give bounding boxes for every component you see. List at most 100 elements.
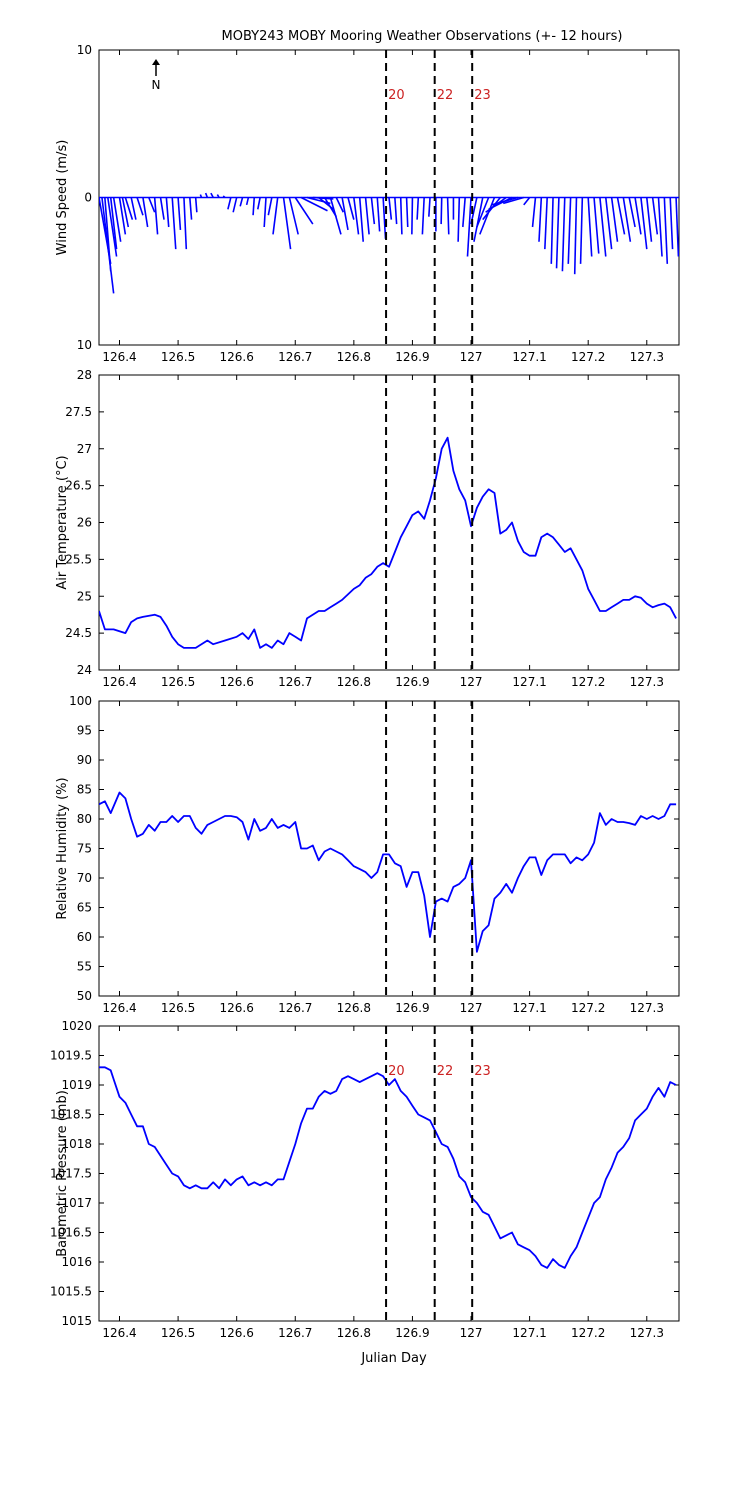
wind-vector [358, 197, 365, 242]
wind-vector [256, 197, 261, 210]
panel-pressure: 126.4 126.5 126.6 126.7 126.8 126.9 127 127.1 12… [50, 1019, 680, 1340]
wind-vector [388, 197, 393, 220]
wind-vector [599, 197, 607, 257]
event-marker-label: 23 [474, 88, 491, 103]
x-tick-label: 126.4 [102, 675, 136, 689]
x-tick-label: 126.7 [278, 675, 312, 689]
wind-vector [446, 197, 450, 235]
x-tick-label: 127.1 [512, 1326, 546, 1340]
wind-vector [300, 196, 328, 212]
y-tick-label: 100 [69, 694, 92, 708]
wind-vector [204, 192, 209, 198]
y-tick-label: 50 [77, 989, 92, 1003]
x-tick-label: 127.1 [512, 675, 546, 689]
x-tick-label: 127.1 [512, 1001, 546, 1015]
y-tick-label: 24 [77, 663, 92, 677]
wind-vector [347, 197, 355, 220]
y-tick-label: 24.5 [65, 626, 92, 640]
wind-vector [312, 196, 334, 200]
wind-vector [183, 197, 188, 250]
x-tick-label: 127.2 [571, 675, 605, 689]
x-tick-label: 127 [460, 1326, 483, 1340]
wind-vector [267, 197, 273, 216]
chart-title: MOBY243 MOBY Mooring Weather Observation… [222, 29, 623, 44]
x-tick-label: 127.3 [630, 675, 664, 689]
wind-vector [171, 197, 177, 250]
y-tick-label: 1019.5 [50, 1049, 92, 1063]
x-tick-label: 126.8 [337, 350, 371, 364]
wind-vector [579, 197, 584, 264]
x-tick-label: 126.9 [395, 1326, 429, 1340]
wind-vector [222, 195, 226, 199]
wind-vector [121, 197, 130, 228]
y-tick-label: 55 [77, 960, 92, 974]
wind-vector [124, 197, 134, 220]
y-tick-label: 10 [77, 338, 92, 352]
pressure-series-line [99, 1066, 677, 1269]
wind-vector [491, 196, 519, 206]
x-tick-label: 127.3 [630, 1326, 664, 1340]
humidity-series-line [99, 791, 677, 953]
air_temp-y-axis-label: Air Temperature (°C) [55, 455, 70, 589]
wind-vector [550, 197, 554, 264]
wind-vector [294, 197, 314, 225]
wind-vector [165, 197, 170, 228]
wind-vector [555, 197, 560, 269]
y-tick-label: 25.5 [65, 552, 92, 566]
wind-vector [112, 197, 122, 242]
wind-vector [210, 192, 214, 198]
y-tick-label: 10 [77, 43, 92, 57]
wind-vector [382, 197, 387, 239]
wind-vector [610, 197, 619, 242]
x-tick-label: 126.9 [395, 1001, 429, 1015]
wind-vector [101, 197, 115, 294]
wind-vector [329, 197, 342, 235]
pressure-y-axis-label: Barometric Pressure (mb) [55, 1090, 70, 1257]
y-tick-label: 27 [77, 442, 92, 456]
wind-vector [567, 197, 572, 264]
wind-vector [657, 197, 663, 257]
y-tick-label: 1016.5 [50, 1226, 92, 1240]
panel-air_temp: 126.4 126.5 126.6 126.7 126.8 126.9 127 127.1 12… [55, 368, 680, 689]
air_temp-plot-frame [98, 374, 680, 671]
wind-vector [604, 197, 613, 250]
y-tick-label: 1020 [61, 1019, 92, 1033]
y-tick-label: 0 [84, 191, 92, 205]
wind-vector [189, 197, 193, 220]
x-tick-label: 126.4 [102, 350, 136, 364]
wind-vector [531, 197, 537, 228]
air_temp-series-line [99, 436, 677, 649]
wind-vector [462, 197, 466, 228]
wind-vector [130, 197, 137, 220]
y-tick-label: 25 [77, 589, 92, 603]
wind-vector [622, 197, 632, 242]
wind-vector [159, 197, 165, 220]
wind-vector [663, 197, 669, 264]
panel-humidity: 126.4 126.5 126.6 126.7 126.8 126.9 127 127.1 12… [55, 694, 680, 1015]
x-tick-label: 126.6 [219, 1001, 253, 1015]
event-marker-label: 23 [474, 1064, 491, 1079]
wind-vector [227, 197, 232, 210]
wind-vector [118, 197, 127, 235]
wind-vector [399, 197, 403, 235]
wind-vector [199, 194, 203, 198]
wind-vector [675, 197, 679, 257]
wind-vector [245, 197, 250, 206]
humidity-y-axis-label: Relative Humidity (%) [55, 777, 70, 919]
wind-vector [561, 197, 566, 272]
y-tick-label: 26.5 [65, 479, 92, 493]
y-tick-label: 1017.5 [50, 1167, 92, 1181]
x-tick-label: 126.5 [161, 1001, 195, 1015]
wind-y-axis-label: Wind Speed (m/s) [55, 140, 70, 256]
x-tick-label: 127 [460, 350, 483, 364]
wind-vector [136, 197, 144, 216]
wind-vector [421, 197, 425, 235]
x-tick-label: 126.5 [161, 675, 195, 689]
wind-vector [616, 197, 626, 235]
wind-vector [341, 197, 349, 231]
wind-vector [194, 197, 198, 213]
x-tick-label: 127 [460, 1001, 483, 1015]
y-tick-label: 1017 [61, 1196, 92, 1210]
wind-vector [353, 197, 360, 235]
y-tick-label: 1018 [61, 1137, 92, 1151]
